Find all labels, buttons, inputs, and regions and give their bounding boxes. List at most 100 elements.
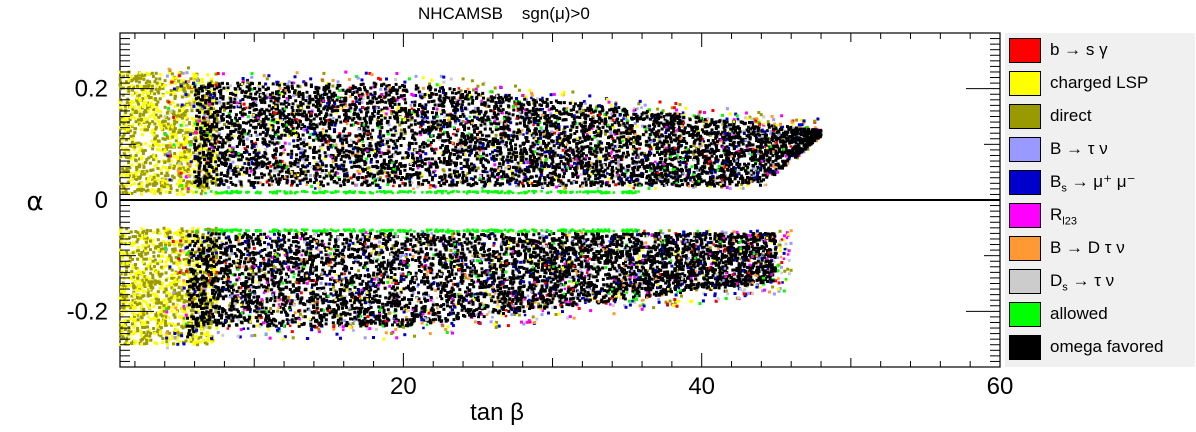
scatter-point xyxy=(351,241,355,245)
scatter-point xyxy=(350,282,354,286)
scatter-point xyxy=(484,272,487,276)
scatter-point xyxy=(589,309,593,313)
scatter-point xyxy=(267,242,270,246)
scatter-point xyxy=(637,270,641,274)
scatter-point xyxy=(428,161,432,165)
scatter-point xyxy=(273,266,277,269)
scatter-point xyxy=(491,232,495,235)
scatter-point xyxy=(459,167,463,170)
scatter-point xyxy=(650,128,654,132)
scatter-point xyxy=(184,155,188,159)
scatter-point xyxy=(528,88,532,92)
scatter-point xyxy=(184,246,188,250)
scatter-point xyxy=(175,310,179,314)
scatter-point xyxy=(461,262,465,266)
scatter-point xyxy=(653,236,657,240)
scatter-point xyxy=(250,75,254,79)
scatter-point xyxy=(367,236,371,240)
scatter-point xyxy=(143,234,147,238)
scatter-point xyxy=(208,102,212,106)
scatter-point xyxy=(663,120,667,124)
scatter-point xyxy=(571,90,575,94)
scatter-point xyxy=(292,94,296,98)
scatter-point xyxy=(160,84,164,88)
scatter-point xyxy=(329,252,332,256)
scatter-point xyxy=(120,323,124,327)
scatter-point xyxy=(314,280,318,284)
scatter-point xyxy=(275,169,279,173)
scatter-point xyxy=(156,166,160,170)
scatter-point xyxy=(175,296,179,300)
scatter-point xyxy=(127,161,131,165)
scatter-point xyxy=(413,334,416,338)
scatter-point xyxy=(169,89,173,92)
scatter-point xyxy=(672,106,676,110)
scatter-point xyxy=(173,122,177,126)
scatter-point xyxy=(724,289,728,293)
scatter-point xyxy=(191,132,195,135)
scatter-point xyxy=(127,192,131,196)
scatter-point xyxy=(161,83,165,86)
scatter-point xyxy=(407,118,411,122)
scatter-point xyxy=(191,234,195,238)
scatter-point xyxy=(643,152,646,156)
scatter-point xyxy=(624,117,628,121)
scatter-point xyxy=(698,175,702,179)
scatter-point xyxy=(394,328,398,331)
scatter-point xyxy=(340,262,344,266)
scatter-point xyxy=(147,125,151,129)
scatter-point xyxy=(315,301,319,304)
scatter-point xyxy=(185,138,188,142)
scatter-point xyxy=(178,340,182,344)
scatter-point xyxy=(129,256,132,259)
scatter-point xyxy=(510,313,514,317)
scatter-point xyxy=(165,310,169,314)
scatter-point xyxy=(185,71,189,75)
scatter-point xyxy=(136,326,140,330)
scatter-point xyxy=(803,140,807,144)
scatter-point xyxy=(183,158,187,161)
scatter-point xyxy=(555,142,559,145)
scatter-point xyxy=(211,284,215,288)
scatter-point xyxy=(269,307,273,310)
scatter-point xyxy=(202,338,206,342)
scatter-point xyxy=(122,169,126,173)
scatter-point xyxy=(213,156,216,160)
scatter-point xyxy=(183,89,186,93)
scatter-point xyxy=(360,78,364,82)
scatter-point xyxy=(482,149,485,153)
scatter-point xyxy=(193,240,197,243)
scatter-point xyxy=(383,138,387,142)
scatter-point xyxy=(380,246,384,249)
scatter-point xyxy=(370,73,374,77)
scatter-point xyxy=(184,310,188,314)
scatter-point xyxy=(165,346,169,350)
scatter-point xyxy=(148,82,152,86)
scatter-point xyxy=(681,233,685,237)
scatter-point xyxy=(218,100,222,104)
scatter-point xyxy=(191,98,195,102)
scatter-point xyxy=(135,98,139,102)
scatter-point xyxy=(167,117,171,121)
scatter-point xyxy=(504,270,508,274)
scatter-point xyxy=(441,91,445,95)
scatter-point xyxy=(179,84,183,88)
scatter-point xyxy=(208,228,212,231)
scatter-point xyxy=(453,119,457,123)
scatter-point xyxy=(257,271,261,275)
scatter-point xyxy=(130,341,133,345)
scatter-point xyxy=(221,333,225,337)
scatter-point xyxy=(634,297,638,301)
scatter-point xyxy=(585,296,589,300)
scatter-point xyxy=(602,124,606,128)
scatter-point xyxy=(211,81,215,85)
scatter-point xyxy=(613,278,617,282)
scatter-point xyxy=(132,147,136,151)
scatter-point xyxy=(730,154,733,158)
scatter-point xyxy=(173,278,177,282)
scatter-point xyxy=(140,227,144,231)
scatter-point xyxy=(757,125,761,129)
scatter-point xyxy=(168,243,171,247)
scatter-point xyxy=(151,84,154,88)
scatter-point xyxy=(285,164,289,168)
